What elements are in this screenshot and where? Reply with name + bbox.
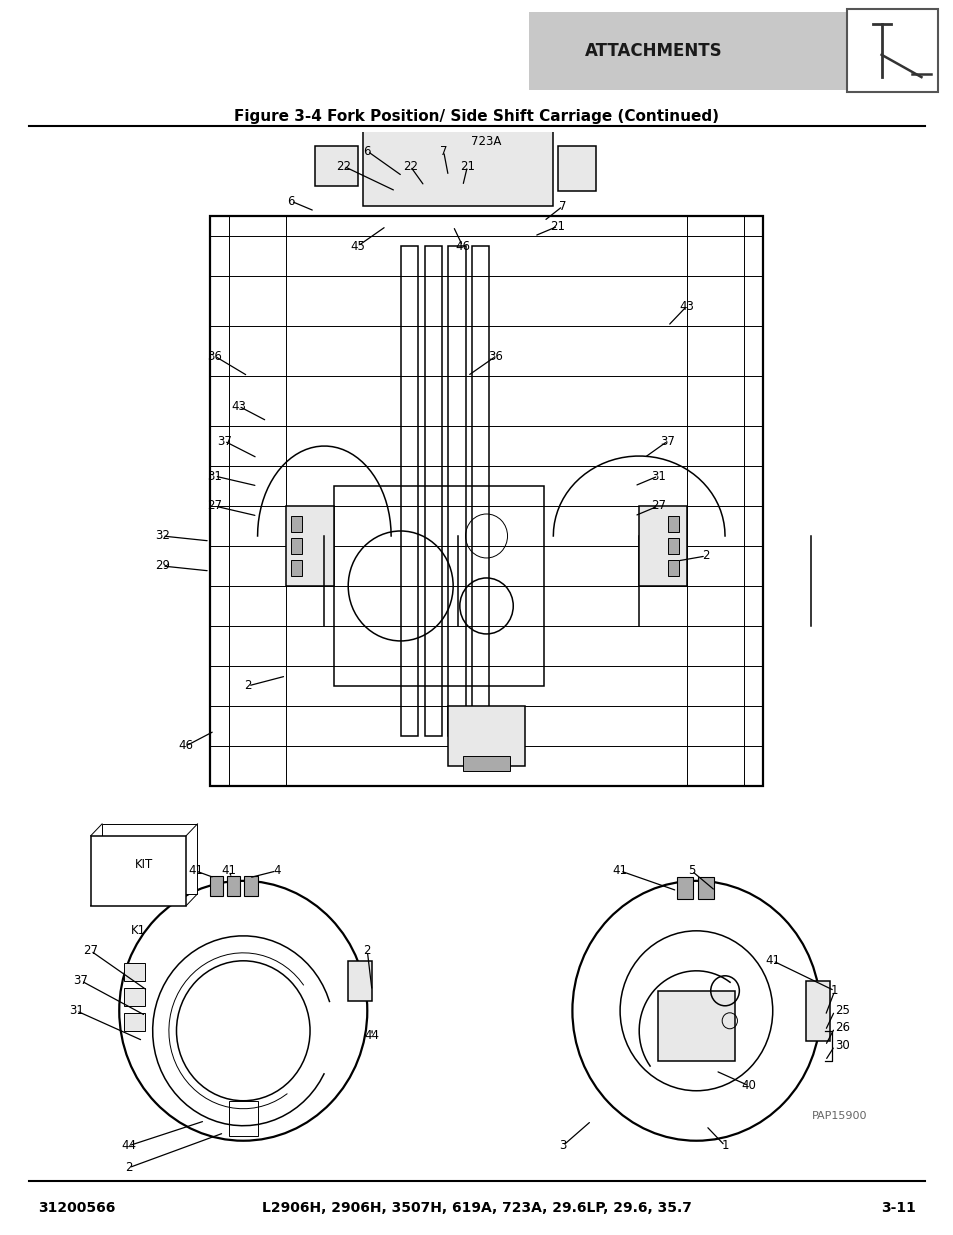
Bar [448, 706, 524, 766]
Text: 29: 29 [154, 559, 170, 573]
Bar [291, 516, 302, 532]
Text: 41: 41 [221, 864, 236, 877]
Bar [462, 756, 510, 771]
Text: 46: 46 [455, 240, 470, 253]
Text: 3: 3 [558, 1139, 566, 1152]
Bar [472, 246, 489, 736]
Bar [529, 12, 877, 90]
Text: 37: 37 [659, 435, 675, 447]
Text: 44: 44 [121, 1139, 136, 1152]
Text: 26: 26 [834, 1021, 849, 1034]
Text: 37: 37 [73, 974, 89, 987]
Text: 2: 2 [244, 679, 252, 693]
Bar [124, 988, 145, 1005]
Bar [686, 216, 743, 785]
Text: 32: 32 [154, 530, 170, 542]
Bar [244, 876, 257, 895]
Bar [698, 877, 713, 899]
Text: 1: 1 [830, 984, 838, 998]
Bar [91, 836, 186, 905]
Bar [372, 91, 389, 126]
Text: 44: 44 [364, 1029, 379, 1042]
Bar [227, 876, 240, 895]
Text: 31: 31 [207, 469, 222, 483]
Bar [124, 963, 145, 981]
Text: 1: 1 [720, 1139, 728, 1152]
Bar [102, 824, 197, 894]
Text: 31200566: 31200566 [38, 1200, 115, 1215]
Bar [291, 559, 302, 576]
Bar [395, 91, 413, 126]
Text: L2906H, 2906H, 3507H, 619A, 723A, 29.6LP, 29.6, 35.7: L2906H, 2906H, 3507H, 619A, 723A, 29.6LP… [262, 1200, 691, 1215]
Bar [424, 246, 441, 736]
Text: 40: 40 [740, 1079, 756, 1092]
Bar [400, 246, 417, 736]
Bar [334, 487, 543, 685]
Bar [448, 246, 465, 736]
Text: 27: 27 [83, 945, 98, 957]
Text: 2: 2 [701, 550, 709, 562]
Bar [229, 1100, 257, 1136]
Bar [291, 538, 302, 555]
Bar [846, 10, 937, 93]
Text: 27: 27 [207, 499, 222, 513]
Text: 30: 30 [834, 1040, 848, 1052]
Text: 25: 25 [834, 1004, 849, 1018]
Text: 45: 45 [350, 240, 365, 253]
Bar [639, 506, 686, 585]
Text: 41: 41 [612, 864, 627, 877]
Text: 21: 21 [550, 220, 565, 232]
Bar [667, 516, 679, 532]
Bar [491, 91, 508, 126]
Text: 4: 4 [273, 864, 280, 877]
Text: 2: 2 [363, 945, 371, 957]
Bar [229, 216, 286, 785]
Bar [419, 91, 436, 126]
Text: 7: 7 [558, 200, 566, 212]
Bar [286, 506, 334, 585]
Text: 43: 43 [231, 400, 246, 412]
Bar [348, 961, 372, 1000]
Text: 22: 22 [402, 159, 417, 173]
Bar [443, 91, 460, 126]
Text: ATTACHMENTS: ATTACHMENTS [584, 42, 721, 59]
Text: K1: K1 [131, 924, 146, 937]
Text: 41: 41 [188, 864, 203, 877]
Text: KIT: KIT [134, 858, 153, 872]
Bar [362, 126, 553, 206]
Text: 2: 2 [125, 1161, 132, 1174]
Text: 6: 6 [287, 195, 294, 207]
Bar [124, 1013, 145, 1031]
Text: 36: 36 [488, 350, 503, 363]
Text: 5: 5 [687, 864, 695, 877]
Text: 6: 6 [363, 144, 371, 158]
Bar [314, 146, 357, 186]
Text: 46: 46 [178, 740, 193, 752]
Text: 31: 31 [69, 1004, 84, 1018]
Bar [558, 146, 596, 191]
Text: 21: 21 [459, 159, 475, 173]
Text: 723A: 723A [471, 135, 501, 148]
Bar [658, 990, 734, 1061]
Text: 7: 7 [439, 144, 447, 158]
Text: 36: 36 [207, 350, 222, 363]
Bar [467, 91, 484, 126]
Bar [210, 876, 223, 895]
Bar [667, 538, 679, 555]
Text: PAP15900: PAP15900 [811, 1110, 866, 1120]
Text: 43: 43 [679, 300, 694, 312]
Text: 41: 41 [764, 955, 780, 967]
Text: Figure 3-4 Fork Position/ Side Shift Carriage (Continued): Figure 3-4 Fork Position/ Side Shift Car… [234, 109, 719, 124]
Text: 22: 22 [335, 159, 351, 173]
Text: 27: 27 [650, 499, 665, 513]
Bar [210, 216, 762, 785]
Text: 3-11: 3-11 [880, 1200, 915, 1215]
Bar [667, 559, 679, 576]
Bar [677, 877, 692, 899]
Text: 31: 31 [650, 469, 665, 483]
Bar [805, 981, 829, 1041]
Text: 37: 37 [216, 435, 232, 447]
